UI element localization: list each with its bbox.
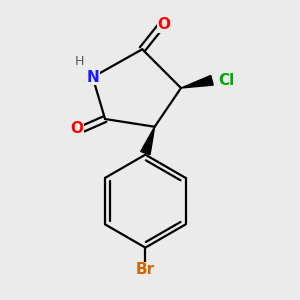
Text: N: N xyxy=(86,70,99,85)
Polygon shape xyxy=(141,127,154,155)
Text: O: O xyxy=(158,17,170,32)
Text: H: H xyxy=(75,55,84,68)
Text: O: O xyxy=(71,121,84,136)
Polygon shape xyxy=(181,76,213,88)
Text: Br: Br xyxy=(136,262,155,277)
Text: Cl: Cl xyxy=(218,73,234,88)
